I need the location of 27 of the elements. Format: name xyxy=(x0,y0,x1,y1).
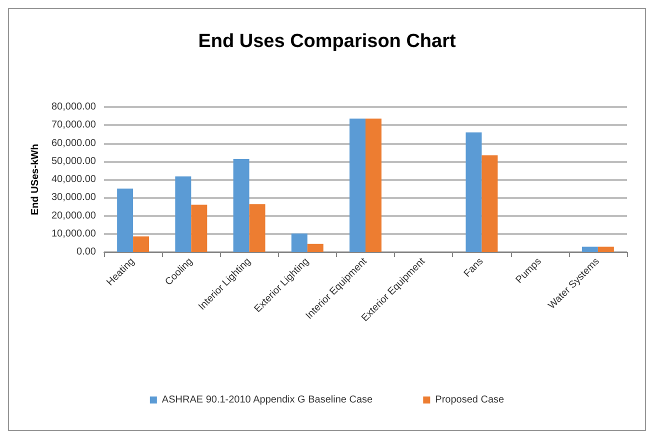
y-tick-label: 70,000.00 xyxy=(52,120,96,131)
y-tick-label: 0.00 xyxy=(76,246,96,258)
bar xyxy=(582,246,598,252)
legend-label: Proposed Case xyxy=(435,394,505,406)
chart-title: End Uses Comparison Chart xyxy=(198,31,456,52)
y-tick-label: 80,000.00 xyxy=(52,102,96,112)
bar xyxy=(466,132,482,252)
bar xyxy=(598,246,614,252)
bar xyxy=(482,155,498,252)
bar xyxy=(350,118,366,252)
bar xyxy=(291,234,308,252)
bar xyxy=(133,236,150,252)
bar xyxy=(117,188,134,252)
y-tick-label: 50,000.00 xyxy=(52,156,96,167)
y-tick-label: 10,000.00 xyxy=(52,228,96,240)
y-tick-label: 20,000.00 xyxy=(52,210,96,222)
y-tick-label: 60,000.00 xyxy=(52,138,96,149)
bar xyxy=(249,204,266,252)
bar xyxy=(307,244,324,252)
bar xyxy=(191,204,208,252)
bar xyxy=(175,176,192,252)
y-axis-title: End USes-kWh xyxy=(30,144,42,216)
legend-label: ASHRAE 90.1-2010 Appendix G Baseline Case xyxy=(162,394,374,406)
y-tick-label: 30,000.00 xyxy=(52,192,96,204)
y-tick-label: 40,000.00 xyxy=(52,174,96,185)
bar xyxy=(233,159,250,252)
bar xyxy=(366,118,382,252)
